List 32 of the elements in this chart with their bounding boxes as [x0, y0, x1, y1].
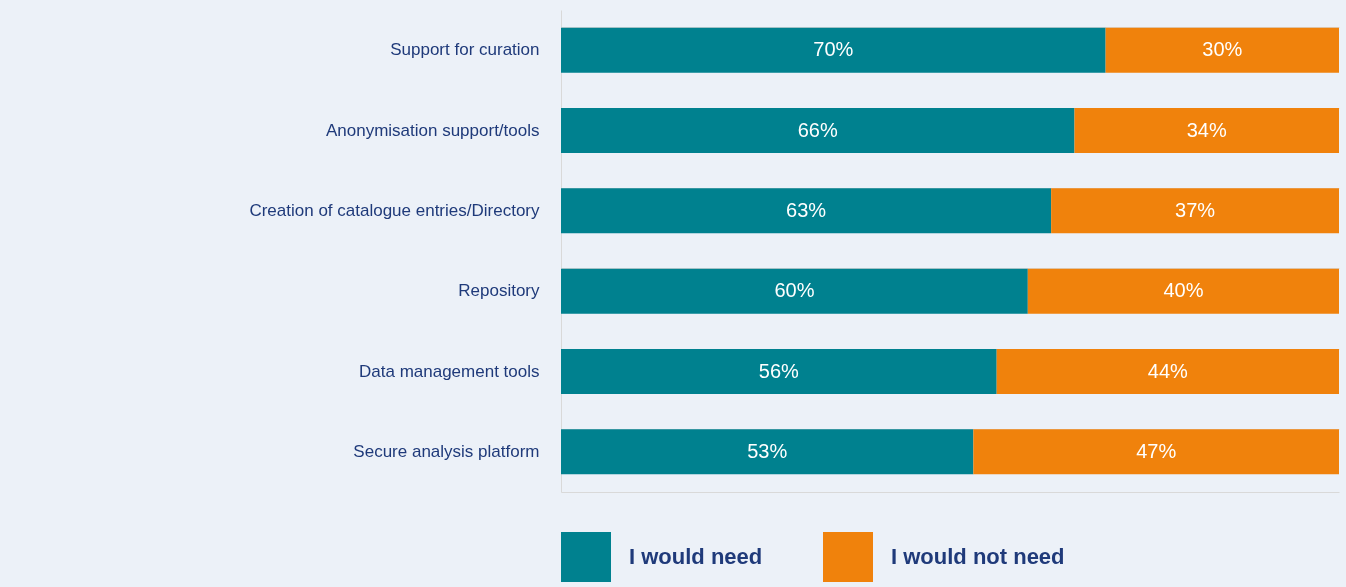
y-tick-label: Creation of catalogue entries/Directory — [249, 200, 540, 220]
bar — [1074, 108, 1339, 153]
data-label: 56% — [758, 359, 800, 382]
data-label: 40% — [1163, 279, 1204, 302]
data-label: 60% — [774, 279, 815, 302]
data-label: 44% — [1147, 359, 1189, 382]
y-tick-label: Repository — [458, 281, 540, 301]
bar — [561, 108, 1075, 153]
bar — [996, 349, 1339, 394]
y-tick-label: Anonymisation support/tools — [325, 120, 540, 140]
bar — [1105, 27, 1339, 73]
data-label: 47% — [1136, 439, 1177, 462]
bar — [1051, 188, 1339, 234]
y-tick-label: Data management tools — [359, 361, 540, 381]
data-label: 30% — [1202, 38, 1243, 61]
data-label: 34% — [1186, 118, 1227, 141]
bar — [561, 429, 974, 475]
data-label: 66% — [797, 118, 838, 141]
bar — [561, 188, 1052, 234]
y-tick-label: Secure analysis platform — [353, 441, 540, 461]
bar — [1027, 268, 1339, 314]
data-label: 37% — [1175, 198, 1216, 221]
data-label: 70% — [813, 38, 854, 61]
bar — [561, 268, 1028, 314]
bar — [561, 27, 1106, 73]
bar — [561, 349, 997, 394]
data-label: 53% — [747, 439, 788, 462]
legend-label: I would not need — [891, 544, 1065, 569]
y-tick-label: Support for curation — [390, 40, 540, 60]
legend-label: I would need — [629, 544, 763, 569]
data-label: 63% — [786, 198, 827, 221]
bar — [973, 429, 1339, 475]
